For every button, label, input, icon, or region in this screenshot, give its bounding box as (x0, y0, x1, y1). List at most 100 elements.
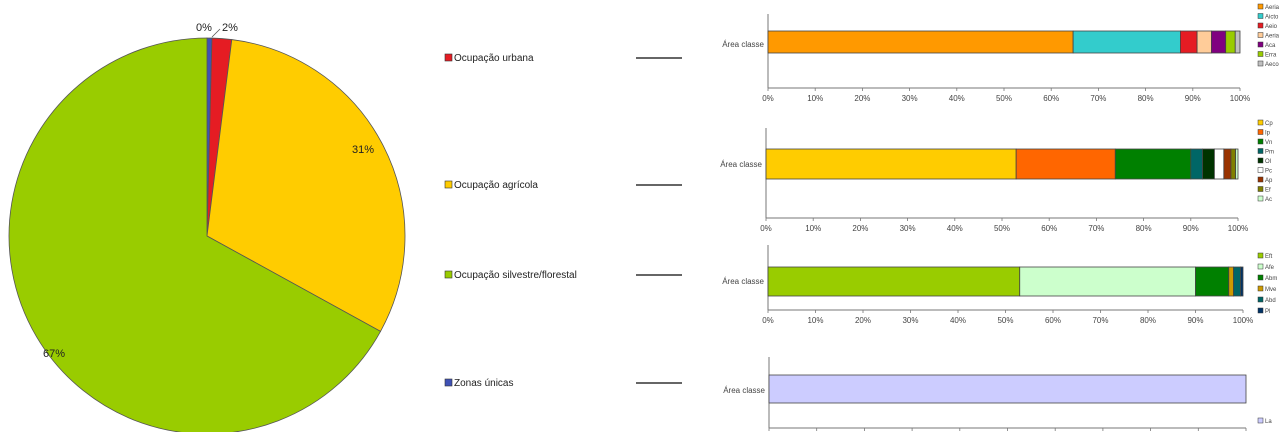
x-tick-label: 0% (760, 224, 772, 233)
series-legend-label: Abm (1265, 276, 1277, 282)
series-legend-label: Aca (1265, 43, 1276, 49)
series-legend-label: Afe (1265, 265, 1275, 271)
x-tick-label: 10% (805, 224, 821, 233)
x-tick-label: 30% (902, 94, 918, 103)
series-legend-swatch (1257, 186, 1264, 192)
series-legend-label: Ac (1265, 197, 1272, 203)
bar-segment (1072, 30, 1181, 54)
x-tick-label: 20% (855, 316, 871, 325)
bar-segment (1235, 148, 1239, 180)
bar-segment (1180, 30, 1198, 54)
series-legend-swatch (1257, 32, 1264, 38)
bar-segment (1019, 266, 1196, 297)
bar-segment (1114, 148, 1192, 180)
y-category-label: Área classe (722, 277, 764, 286)
x-tick-label: 60% (1045, 316, 1061, 325)
bar-segment (1195, 266, 1230, 297)
series-legend-label: Aeria (1265, 5, 1280, 11)
bar-segment (1240, 266, 1244, 297)
series-legend-label: Abd (1265, 298, 1276, 304)
pie-label: 0% (196, 22, 212, 34)
legend-swatch (444, 270, 453, 279)
x-tick-label: 70% (1092, 316, 1108, 325)
bar-segment (1210, 30, 1227, 54)
x-tick-label: 90% (1185, 94, 1201, 103)
pie-slice (8, 37, 382, 432)
x-tick-label: 80% (1136, 224, 1152, 233)
x-tick-label: 60% (1043, 94, 1059, 103)
series-legend-label: Ip (1265, 131, 1271, 137)
series-legend-label: Pc (1265, 169, 1272, 175)
series-legend-swatch (1257, 263, 1264, 270)
x-tick-label: 80% (1140, 316, 1156, 325)
bar-segment (767, 30, 1074, 54)
series-legend-label: Erra (1265, 53, 1277, 59)
series-legend-swatch (1257, 285, 1264, 292)
series-legend-label: Eft (1265, 254, 1273, 260)
x-tick-label: 0% (762, 94, 774, 103)
x-tick-label: 100% (1230, 94, 1250, 103)
series-legend-swatch (1257, 119, 1264, 126)
bar-segment (1015, 148, 1116, 180)
series-legend-label: Pl (1265, 309, 1270, 315)
x-tick-label: 60% (1041, 224, 1057, 233)
x-tick-label: 90% (1187, 316, 1203, 325)
bar-segment (1234, 30, 1241, 54)
x-tick-label: 90% (1183, 224, 1199, 233)
series-legend-swatch (1257, 176, 1264, 183)
pie-leader-line (211, 28, 221, 38)
x-tick-label: 20% (852, 224, 868, 233)
series-legend-label: Aeio (1265, 24, 1278, 30)
x-tick-label: 50% (996, 94, 1012, 103)
x-tick-label: 20% (854, 94, 870, 103)
pie-label: 2% (222, 22, 238, 34)
series-legend-swatch (1257, 129, 1264, 135)
series-legend-label: Mve (1265, 287, 1277, 293)
pie-label: 67% (43, 348, 65, 360)
bar-segment (765, 148, 1017, 180)
series-legend-swatch (1257, 157, 1264, 164)
x-tick-label: 10% (807, 94, 823, 103)
series-legend-label: Ol (1265, 159, 1271, 165)
legend-label: Ocupação silvestre/florestal (454, 270, 577, 281)
bar-segment (768, 374, 1247, 404)
series-legend-label: Aicto (1265, 15, 1279, 21)
y-category-label: Área classe (722, 40, 764, 49)
series-legend-swatch (1257, 307, 1264, 314)
legend-swatch (444, 378, 453, 387)
series-legend-swatch (1257, 41, 1264, 48)
y-category-label: Área classe (723, 386, 765, 395)
series-legend-label: Aeco (1265, 62, 1279, 68)
bar-segment (1233, 266, 1242, 297)
x-tick-label: 50% (997, 316, 1013, 325)
x-tick-label: 50% (994, 224, 1010, 233)
legend-label: Ocupação agrícola (454, 180, 538, 191)
bar-segment (1228, 266, 1234, 297)
x-tick-label: 70% (1090, 94, 1106, 103)
x-tick-label: 80% (1138, 94, 1154, 103)
x-tick-label: 10% (807, 316, 823, 325)
pie-slice (206, 39, 406, 332)
bar-segment (1196, 30, 1212, 54)
legend-swatch (444, 53, 453, 62)
x-tick-label: 40% (947, 224, 963, 233)
series-legend-swatch (1257, 22, 1264, 29)
bar-segment (767, 266, 1021, 297)
series-legend-swatch (1257, 138, 1264, 145)
series-legend-swatch (1257, 252, 1264, 259)
bar-segment (1202, 148, 1215, 180)
x-tick-label: 30% (900, 224, 916, 233)
series-legend-swatch (1257, 148, 1264, 154)
legend-label: Zonas únicas (454, 378, 513, 389)
series-legend-swatch (1257, 195, 1264, 202)
bar-segment (1225, 30, 1236, 54)
pie-label: 31% (352, 144, 374, 156)
legend-label: Ocupação urbana (454, 53, 534, 64)
x-tick-label: 40% (949, 94, 965, 103)
series-legend-swatch (1257, 167, 1264, 173)
x-tick-label: 100% (1233, 316, 1253, 325)
series-legend-swatch (1257, 3, 1264, 10)
series-legend-swatch (1257, 274, 1264, 281)
series-legend-label: Ap (1265, 178, 1273, 184)
